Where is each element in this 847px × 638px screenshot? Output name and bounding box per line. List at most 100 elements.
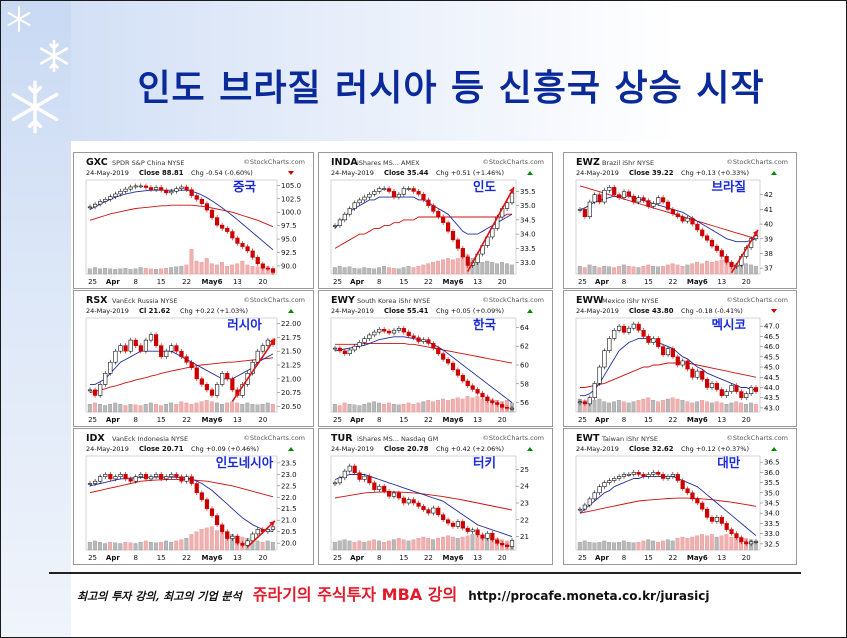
volume-bar [426, 263, 431, 275]
y-tick-label: 21.25 [281, 362, 301, 370]
candle-body [465, 380, 470, 386]
x-tick-label: 25 [578, 416, 587, 424]
candle-body [421, 506, 426, 511]
candle-body [719, 517, 724, 524]
volume-bar [92, 267, 97, 275]
chart-panel-tur: TUR iShares MS... Nasdaq GM ©StockCharts.c… [318, 428, 553, 565]
volume-bar [337, 540, 342, 551]
candle-body [153, 334, 159, 346]
volume-bar [690, 263, 695, 275]
candle-body [204, 499, 210, 510]
candle-body [445, 519, 451, 524]
candle-body [209, 209, 215, 218]
candle-body [179, 350, 184, 358]
candle-body [450, 522, 456, 527]
y-tick-label: 35.0 [764, 489, 780, 497]
candle-body [665, 201, 671, 210]
x-tick-label: Apr [350, 278, 364, 286]
candle-body [225, 531, 230, 539]
y-tick-label: 22.00 [281, 320, 301, 328]
volume-bar [138, 267, 143, 275]
volume-bar [169, 267, 174, 275]
candle-body [675, 356, 680, 366]
candle-body [199, 199, 204, 204]
volume-bar [332, 404, 337, 413]
chart-change: Chg -0.18 (-0.41%) [681, 307, 743, 315]
chart-brand: ©StockCharts.com [726, 158, 788, 166]
candle-body [179, 476, 184, 482]
x-tick-label: May6 [443, 416, 464, 424]
candle-body [108, 196, 113, 200]
y-tick-label: 33.5 [764, 520, 780, 528]
down-triangle-icon [288, 171, 294, 175]
volume-bar [700, 400, 704, 413]
chart-panel-inda: INDA iShares MS... AMEX ©StockCharts.com 24… [318, 152, 553, 289]
up-triangle-icon [771, 171, 777, 175]
candle-body [87, 389, 93, 392]
volume-bar [612, 542, 616, 551]
volume-bar [411, 539, 416, 551]
candle-body [744, 541, 749, 545]
volume-bar [225, 402, 229, 413]
volume-bar [597, 398, 602, 413]
snowflake-icon [7, 6, 31, 32]
volume-bar [646, 539, 651, 551]
candle-body [214, 515, 220, 526]
candle-body [431, 507, 436, 514]
volume-bar [98, 542, 102, 551]
footer-url[interactable]: http://procafe.moneta.co.kr/jurasicj [468, 589, 710, 603]
volume-bar [660, 540, 665, 551]
country-label: 인도네시아 [216, 455, 274, 470]
volume-bar [143, 404, 148, 413]
volume-bar [209, 263, 214, 275]
candle-body [739, 537, 744, 543]
candle-body [700, 229, 705, 237]
y-tick-label: 20.0 [281, 540, 297, 548]
volume-bar [169, 542, 174, 551]
volume-bar [577, 542, 582, 551]
candle-body [406, 331, 411, 337]
candle-body [475, 389, 480, 394]
volume-bar [174, 404, 179, 413]
candle-body [179, 186, 184, 189]
chart-date: 24-May-2019 [86, 445, 129, 453]
candle-body [332, 347, 338, 350]
trend-arrow-head-icon [269, 338, 275, 345]
candle-body [636, 472, 641, 475]
candle-body [587, 498, 592, 506]
candle-body [382, 188, 387, 190]
chart-ticker: EWZ [576, 157, 600, 168]
candle-body [617, 476, 622, 479]
candle-body [184, 186, 189, 190]
candle-body [347, 465, 352, 472]
volume-bar [347, 540, 352, 551]
volume-bar [174, 266, 179, 275]
candle-body [164, 476, 169, 480]
candle-body [164, 350, 169, 358]
chart-panel-rsx: RSX VanEck Russia NYSE ©StockCharts.com 24-… [73, 290, 314, 427]
volume-bar [270, 542, 275, 551]
y-tick-label: 56 [520, 399, 529, 407]
volume-bar [184, 538, 189, 551]
volume-bar [377, 267, 381, 275]
chart-close: Close 43.80 [629, 307, 674, 315]
candle-body [480, 534, 485, 539]
candle-body [386, 490, 392, 497]
volume-bar [753, 404, 758, 413]
candle-body [406, 499, 411, 504]
x-tick-label: 13 [233, 278, 242, 286]
volume-bar [656, 542, 660, 551]
x-tick-label: 8 [134, 416, 138, 424]
volume-bar [357, 540, 362, 551]
volume-bar [260, 542, 265, 551]
candle-body [646, 336, 651, 343]
volume-bar [656, 266, 660, 275]
candle-body [184, 356, 189, 363]
candle-body [734, 385, 739, 392]
volume-bar [159, 268, 163, 275]
candle-body [128, 339, 133, 352]
volume-bar [225, 266, 229, 275]
y-tick-label: 22.5 [281, 482, 297, 490]
candle-body [118, 474, 123, 477]
volume-bar [700, 263, 704, 275]
